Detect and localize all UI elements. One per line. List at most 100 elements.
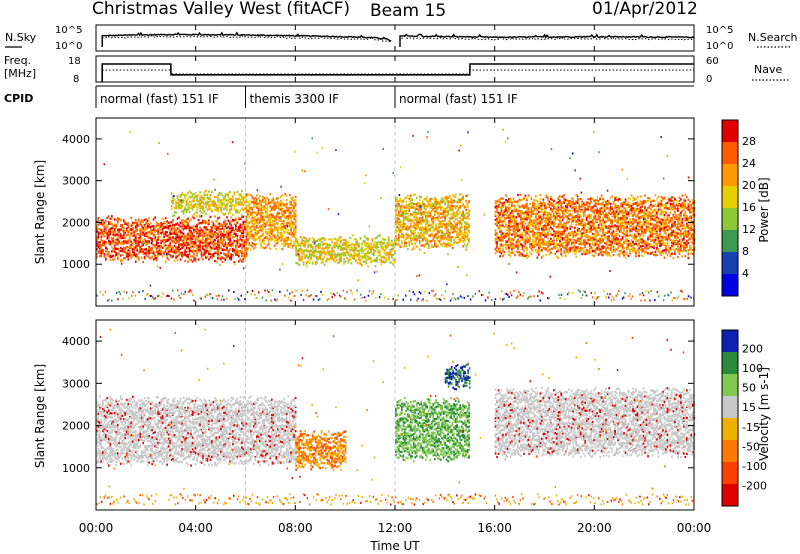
data-cell [285, 215, 288, 218]
data-cell [239, 198, 242, 201]
data-cell [230, 243, 233, 246]
data-cell [242, 208, 245, 211]
data-cell [508, 232, 510, 235]
data-cell [447, 210, 449, 213]
data-cell [105, 226, 107, 229]
data-cell [415, 218, 418, 221]
data-cell [509, 216, 512, 219]
data-cell [441, 231, 443, 234]
data-cell [103, 235, 106, 238]
data-cell [529, 246, 531, 249]
data-cell [432, 203, 435, 206]
data-cell [502, 224, 504, 227]
data-cell [445, 197, 448, 200]
data-cell [298, 248, 300, 251]
data-cell [438, 226, 441, 229]
data-cell [206, 223, 209, 226]
data-cell [131, 250, 134, 253]
data-cell [220, 241, 222, 244]
data-cell [196, 251, 198, 255]
data-cell [407, 203, 409, 207]
data-cell [311, 237, 314, 240]
data-cell [264, 210, 267, 213]
data-cell [427, 246, 430, 249]
data-cell [361, 264, 363, 267]
data-cell [181, 240, 183, 243]
data-cell [456, 241, 458, 245]
data-cell [257, 227, 260, 230]
data-cell [430, 210, 433, 213]
data-cell [253, 238, 255, 241]
data-cell [235, 226, 237, 230]
data-cell [259, 240, 261, 243]
data-cell [115, 233, 118, 236]
data-cell [248, 233, 251, 236]
data-cell [140, 220, 143, 223]
data-cell [466, 222, 469, 226]
data-cell [392, 244, 395, 247]
data-cell [127, 241, 130, 244]
data-cell [203, 250, 206, 253]
data-cell [294, 203, 297, 206]
data-cell [361, 252, 363, 255]
data-cell [217, 233, 219, 236]
data-cell [438, 240, 441, 243]
data-cell [496, 208, 498, 211]
data-cell [100, 245, 103, 248]
data-cell [415, 207, 418, 211]
data-cell [371, 260, 374, 263]
data-cell [509, 255, 512, 258]
data-cell [96, 238, 98, 241]
data-cell [115, 240, 118, 243]
data-cell [367, 237, 369, 240]
data-cell [386, 251, 389, 254]
data-cell [223, 233, 225, 236]
data-cell [426, 216, 429, 219]
data-cell [211, 220, 213, 223]
data-cell [355, 252, 357, 255]
data-cell [164, 222, 167, 225]
data-cell [187, 234, 189, 237]
data-cell [248, 210, 251, 213]
data-cell [463, 213, 466, 216]
data-cell [285, 203, 288, 206]
data-cell [420, 236, 423, 239]
data-cell [410, 218, 412, 221]
data-cell [377, 240, 380, 244]
data-cell [463, 234, 466, 237]
data-cell [282, 214, 285, 217]
data-cell [442, 207, 445, 211]
data-cell [109, 254, 112, 257]
data-cell [209, 235, 212, 238]
data-cell [256, 212, 258, 215]
data-cell [433, 229, 436, 232]
data-cell [175, 203, 177, 206]
data-cell [266, 222, 269, 225]
data-cell [149, 231, 152, 234]
data-cell [527, 224, 530, 227]
data-cell [109, 232, 112, 235]
data-cell [199, 239, 201, 242]
data-cell [367, 255, 369, 258]
data-cell [188, 247, 191, 250]
data-cell [402, 225, 405, 228]
data-cell [266, 203, 269, 207]
data-cell [533, 246, 536, 249]
data-cell [184, 250, 186, 253]
data-cell [142, 219, 144, 223]
data-cell [282, 241, 285, 244]
data-cell [136, 253, 139, 256]
data-cell [364, 240, 366, 243]
data-cell [128, 235, 131, 238]
data-cell [410, 234, 412, 238]
data-cell [427, 205, 430, 208]
data-cell [438, 225, 441, 228]
data-cell [503, 243, 506, 247]
data-cell [242, 243, 245, 246]
data-cell [343, 254, 345, 257]
data-cell [509, 220, 512, 223]
data-cell [503, 203, 506, 206]
data-cell [517, 222, 519, 225]
data-cell [97, 235, 100, 239]
data-cell [350, 247, 353, 250]
